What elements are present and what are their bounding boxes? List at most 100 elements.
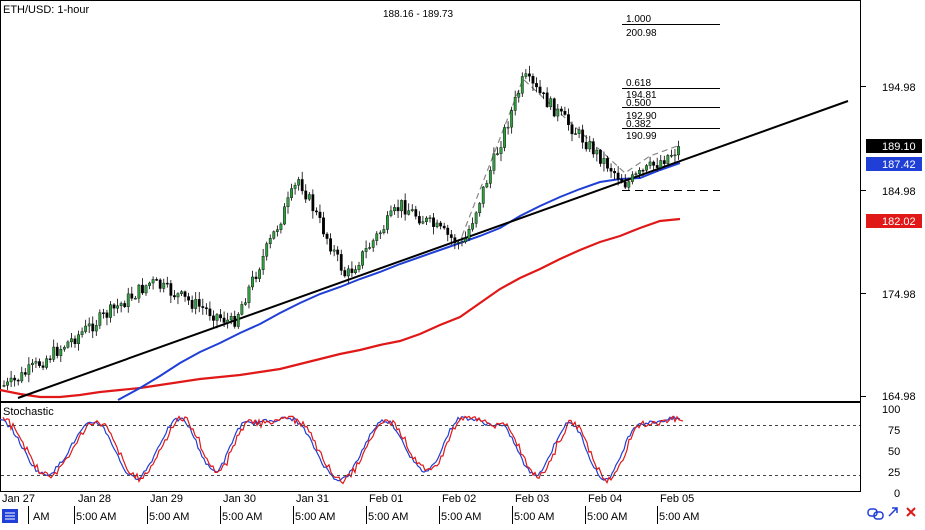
candle-body bbox=[577, 129, 581, 134]
candle-body bbox=[55, 346, 59, 356]
ma-fast-line[interactable] bbox=[117, 162, 681, 401]
candle-body bbox=[212, 315, 215, 321]
candle-body bbox=[666, 155, 670, 164]
candle-body bbox=[361, 251, 364, 266]
candle-body bbox=[425, 217, 428, 222]
candle-body bbox=[290, 188, 293, 198]
candle-body bbox=[222, 317, 226, 323]
candle-body bbox=[393, 207, 396, 212]
candle-body bbox=[148, 282, 151, 286]
candlestick-series[interactable] bbox=[2, 65, 680, 390]
fibonacci-retracement[interactable]: 1.000 200.98 0.618 194.81 0.500 192.90 0… bbox=[622, 14, 720, 191]
candle-body bbox=[13, 377, 17, 381]
price-tick-164: 164.98 bbox=[882, 391, 916, 403]
candle-body bbox=[375, 233, 379, 241]
candle-body bbox=[123, 303, 127, 308]
candle-body bbox=[403, 200, 407, 215]
link-icon[interactable] bbox=[867, 508, 884, 520]
candle-body bbox=[506, 126, 510, 129]
candle-body bbox=[176, 293, 180, 298]
candle-body bbox=[350, 268, 354, 273]
candle-body bbox=[9, 377, 13, 383]
candle-body bbox=[584, 142, 588, 150]
candle-body bbox=[151, 279, 155, 284]
candle-body bbox=[517, 93, 521, 98]
candle-body bbox=[620, 179, 624, 183]
candle-body bbox=[325, 233, 329, 239]
candle-body bbox=[535, 83, 538, 88]
ma-slow-badge bbox=[866, 214, 922, 228]
close-icon[interactable] bbox=[906, 507, 916, 517]
candle-body bbox=[311, 194, 315, 212]
fib-ratio-0382: 0.382 bbox=[626, 119, 651, 130]
chart-list-icon[interactable] bbox=[2, 509, 18, 523]
time-axis-time: AM bbox=[33, 511, 50, 523]
candle-body bbox=[80, 331, 84, 335]
time-axis-date: Feb 03 bbox=[515, 493, 549, 505]
arrow-icon[interactable] bbox=[888, 507, 898, 517]
candle-body bbox=[84, 325, 88, 332]
candle-body bbox=[169, 283, 173, 296]
candle-body bbox=[449, 234, 453, 238]
candle-body bbox=[609, 168, 613, 172]
candle-body bbox=[346, 268, 350, 277]
candle-body bbox=[520, 76, 524, 94]
candle-body bbox=[538, 86, 542, 94]
candle-body bbox=[648, 161, 652, 166]
candle-body bbox=[70, 338, 73, 343]
candle-body bbox=[563, 110, 567, 115]
candle-body bbox=[300, 179, 304, 192]
candle-body bbox=[499, 147, 503, 154]
trendline[interactable] bbox=[17, 100, 849, 399]
candle-body bbox=[130, 293, 134, 299]
candle-body bbox=[623, 181, 627, 188]
candle-body bbox=[645, 165, 648, 171]
candle-body bbox=[386, 215, 389, 230]
candle-body bbox=[101, 312, 105, 314]
candle-body bbox=[556, 108, 560, 117]
candle-body bbox=[119, 303, 123, 307]
stochastic-axis[interactable]: 100 75 50 25 0 bbox=[882, 404, 900, 500]
time-axis-date: Jan 31 bbox=[296, 493, 329, 505]
price-panel-frame bbox=[0, 0, 861, 402]
price-axis[interactable]: 194.98 184.98 174.98 164.98 189.10 187.4… bbox=[861, 82, 922, 403]
candle-body bbox=[194, 299, 198, 309]
zigzag-pattern[interactable] bbox=[461, 77, 681, 237]
time-axis-time: 5:00 AM bbox=[295, 511, 335, 523]
price-tick-184: 184.98 bbox=[882, 186, 916, 198]
candle-body bbox=[240, 304, 244, 315]
time-axis[interactable]: Jan 27 Jan 28 Jan 29 Jan 30 Jan 31 Feb 01 Feb … bbox=[2, 493, 699, 524]
candle-body bbox=[357, 265, 361, 270]
candle-body bbox=[460, 241, 464, 244]
current-price-value: 189.10 bbox=[882, 141, 916, 153]
candle-body bbox=[265, 243, 269, 257]
candle-body bbox=[481, 186, 485, 204]
ma-fast-value: 187.42 bbox=[882, 159, 916, 171]
candle-body bbox=[16, 379, 20, 382]
candle-body bbox=[226, 319, 230, 323]
time-axis-date: Feb 01 bbox=[369, 493, 403, 505]
ma-slow-line[interactable] bbox=[0, 217, 681, 399]
price-tick-174: 174.98 bbox=[882, 289, 916, 301]
candle-body bbox=[201, 306, 205, 308]
stochastic-series[interactable] bbox=[0, 415, 684, 485]
candle-body bbox=[243, 302, 247, 305]
time-axis-time: 5:00 AM bbox=[368, 511, 408, 523]
candle-body bbox=[27, 364, 31, 375]
candle-body bbox=[254, 276, 258, 279]
candle-body bbox=[20, 372, 24, 382]
candle-body bbox=[677, 146, 680, 156]
candle-body bbox=[606, 158, 609, 169]
stoch-tick-75: 75 bbox=[888, 425, 900, 437]
candle-body bbox=[588, 141, 592, 150]
candle-body bbox=[286, 197, 290, 208]
time-axis-date: Jan 29 bbox=[150, 493, 183, 505]
candle-body bbox=[627, 181, 631, 188]
candle-body bbox=[378, 232, 382, 235]
candle-body bbox=[655, 165, 659, 168]
candle-body bbox=[275, 229, 279, 232]
stoch-tick-50: 50 bbox=[888, 446, 900, 458]
candle-body bbox=[524, 73, 528, 77]
candle-body bbox=[208, 308, 212, 317]
